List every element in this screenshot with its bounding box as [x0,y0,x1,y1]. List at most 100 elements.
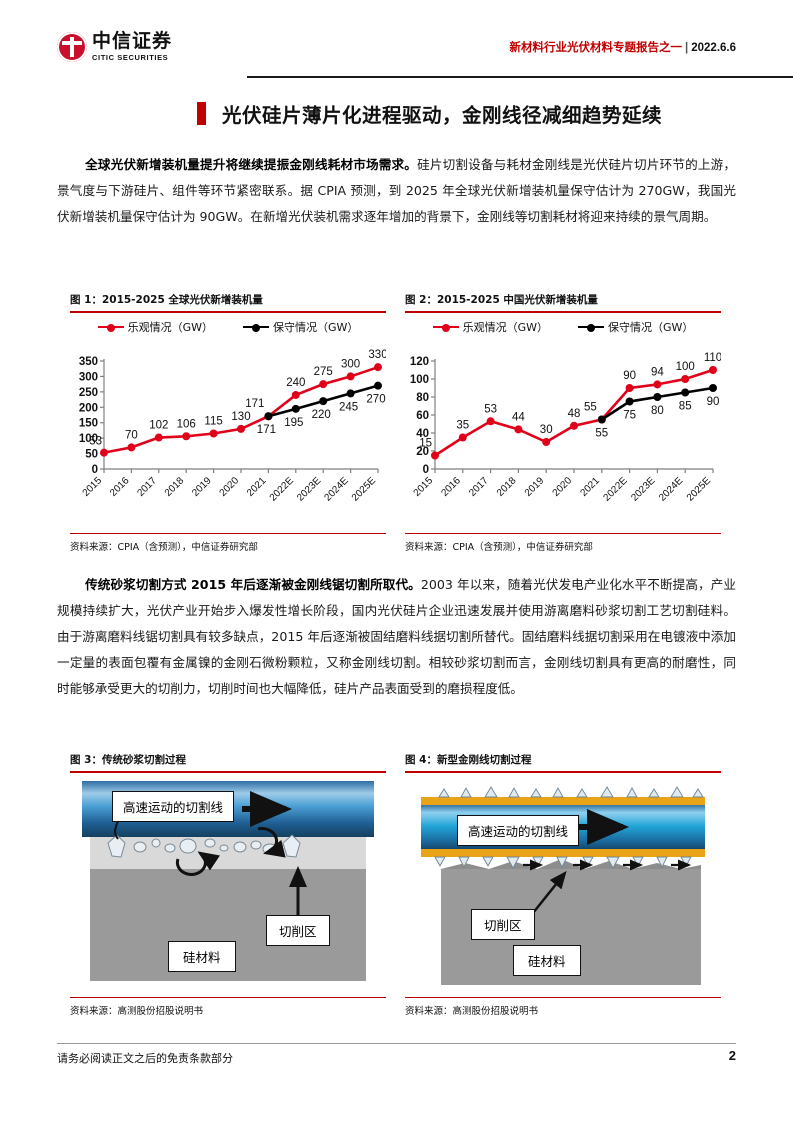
figure-4-top-rule [405,771,721,773]
svg-text:0: 0 [92,464,98,476]
footer-disclaimer: 请务必阅读正文之后的免责条款部分 [57,1052,233,1065]
figure-1-legend: 乐观情况（GW） 保守情况（GW） [70,319,386,335]
figure-3-diagram-area: 高速运动的切割线 切削区 硅材料 [70,773,386,997]
svg-text:2025E: 2025E [685,475,713,503]
figure-1-caption: 图 1：2015-2025 全球光伏新增装机量 [70,294,263,306]
svg-text:110: 110 [704,352,721,364]
paragraph-1-body: 硅片切割设备与耗材金刚线是光伏硅片切片环节的上游，景气度与下游硅片、组件等环节紧… [57,157,737,224]
svg-text:53: 53 [89,435,102,447]
svg-text:2016: 2016 [439,475,463,499]
legend-line-icon-conservative [243,323,269,332]
figure-2-top-rule [405,311,721,313]
legend-label-conservative: 保守情况（GW） [273,320,359,334]
svg-text:2020: 2020 [218,475,242,499]
section-title-text: 光伏硅片薄片化进程驱动，金刚线径减细趋势延续 [222,104,663,127]
svg-text:53: 53 [484,403,497,415]
header-separator: | [685,42,689,54]
svg-text:100: 100 [410,374,429,386]
page-header: 中信证券 CITIC SECURITIES 新材料行业光伏材料专题报告之一 | 20… [57,30,793,78]
figure-4-bottom-rule [405,996,721,998]
svg-text:250: 250 [79,386,98,398]
svg-text:30: 30 [540,424,553,436]
svg-text:106: 106 [177,418,196,430]
legend-line-icon-optimistic [432,323,459,332]
svg-text:240: 240 [286,376,305,388]
svg-text:2024E: 2024E [657,475,685,503]
figure-2: 图 2：2015-2025 中国光伏新增装机量 乐观情况（GW） 保守情况（GW… [405,292,721,553]
svg-text:90: 90 [623,370,636,382]
svg-text:0: 0 [423,464,429,476]
footer-page-number: 2 [728,1048,736,1063]
figure-3-label-cutting-zone: 切削区 [266,914,330,946]
svg-text:2021: 2021 [245,475,269,499]
header-report-info: 新材料行业光伏材料专题报告之一 | 2022.6.6 [510,39,736,55]
figure-3-label-cutting-line: 高速运动的切割线 [112,790,235,822]
figure-1-svg: 0 50 100 150 200 250 300 350 2015 2016 2017 2018 201… [79,349,386,503]
svg-text:85: 85 [679,400,692,412]
svg-text:195: 195 [284,416,303,428]
svg-text:245: 245 [339,401,358,413]
svg-text:2015: 2015 [412,475,436,499]
svg-text:150: 150 [79,417,98,429]
legend-item-optimistic: 乐观情况（GW） [97,319,213,335]
figure-3: 图 3：传统砂浆切割过程 [70,752,386,1017]
svg-text:171: 171 [257,424,276,436]
svg-text:100: 100 [79,433,98,445]
figure-3-svg [82,780,374,981]
svg-text:55: 55 [584,401,597,413]
paragraph-1-lead: 全球光伏新增装机量提升将继续提振金刚线耗材市场需求。 [85,157,418,172]
svg-text:2021: 2021 [578,475,602,499]
svg-text:220: 220 [312,409,331,421]
svg-text:70: 70 [125,429,138,441]
figure-2-bottom-rule [405,532,721,534]
svg-text:102: 102 [149,419,168,431]
citic-securities-logo: 中信证券 CITIC SECURITIES [57,32,172,62]
svg-text:80: 80 [651,405,664,417]
footer-divider [57,1043,736,1044]
svg-text:270: 270 [366,393,385,405]
svg-text:2019: 2019 [523,475,547,499]
svg-text:115: 115 [204,415,222,427]
svg-text:2023E: 2023E [629,475,657,503]
figure-2-caption: 图 2：2015-2025 中国光伏新增装机量 [405,294,598,306]
figure-1-bottom-rule [70,532,386,534]
svg-text:2024E: 2024E [322,475,350,503]
svg-text:2022E: 2022E [601,475,629,503]
svg-text:50: 50 [85,448,98,460]
svg-text:275: 275 [314,366,333,378]
figure-1-plot: 0 50 100 150 200 250 300 350 2015 2016 2017 2018 201… [70,349,386,529]
legend-item-conservative: 保守情况（GW） [578,319,693,335]
svg-text:20: 20 [416,446,429,458]
header-date: 2022.6.6 [691,42,736,54]
legend-item-conservative: 保守情况（GW） [243,319,358,335]
figure-3-label-silicon-material: 硅材料 [168,940,236,972]
svg-text:2015: 2015 [81,475,105,499]
figure-4-source: 资料来源：高测股份招股说明书 [405,1006,539,1017]
figure-4-label-silicon-material: 硅材料 [513,944,581,976]
figure-4-diagram-area: 高速运动的切割线 切削区 硅材料 [405,773,721,997]
figure-2-chart-area: 乐观情况（GW） 保守情况（GW） 0 20 40 60 80 100 120 2015 201… [405,319,721,533]
svg-text:2017: 2017 [467,475,491,499]
svg-text:55: 55 [595,427,608,439]
svg-text:60: 60 [416,410,429,422]
svg-text:2018: 2018 [495,475,519,499]
legend-line-icon-optimistic [97,323,124,332]
svg-text:2025E: 2025E [350,475,378,503]
figure-1-chart-area: 乐观情况（GW） 保守情况（GW） 0 50 100 150 200 250 300 350 2… [70,319,386,533]
svg-text:2017: 2017 [135,475,159,499]
svg-text:80: 80 [416,392,429,404]
paragraph-2-body: 2003 年以来，随着光伏发电产业化水平不断提高，产业规模持续扩大，光伏产业开始… [57,577,736,696]
svg-text:200: 200 [79,402,98,414]
figure-1: 图 1：2015-2025 全球光伏新增装机量 乐观情况（GW） 保守情况（GW… [70,292,386,553]
svg-text:100: 100 [676,361,695,373]
header-divider [247,76,793,78]
figure-3-bottom-rule [70,996,386,998]
svg-text:2020: 2020 [551,475,575,499]
figure-1-source: 资料来源：CPIA（含预测），中信证券研究部 [70,542,258,553]
header-report-title: 新材料行业光伏材料专题报告之一 [509,42,683,54]
svg-text:90: 90 [707,396,720,408]
figure-2-source: 资料来源：CPIA（含预测），中信证券研究部 [405,542,593,553]
section-heading: 光伏硅片薄片化进程驱动，金刚线径减细趋势延续 [197,99,662,128]
section-bullet-bar-icon [197,102,206,125]
